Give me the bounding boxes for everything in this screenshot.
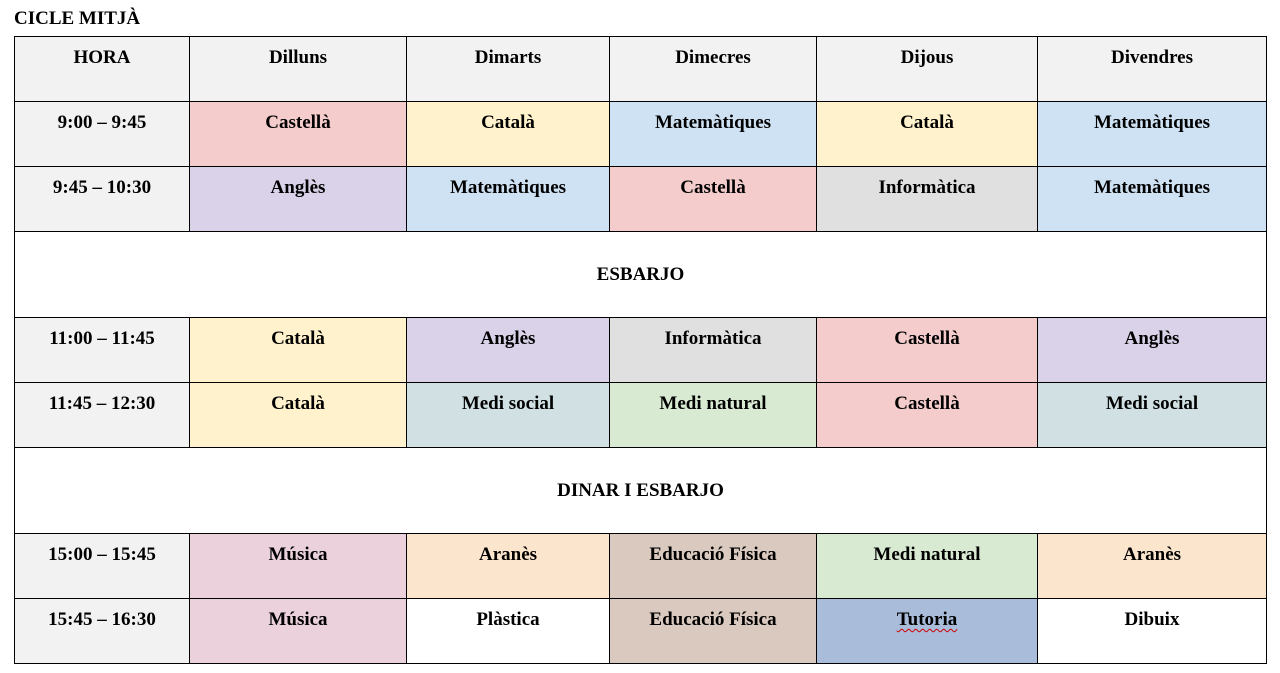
subject-label: Castellà xyxy=(680,177,746,198)
subject-label: Música xyxy=(268,609,328,630)
subject-label: Anglès xyxy=(480,328,536,349)
subject-cell: Informàtica xyxy=(609,317,817,383)
period-row: 9:00 – 9:45 Castellà Català Matemàtiques Cat… xyxy=(14,101,1267,167)
subject-label: Medi social xyxy=(461,393,555,414)
period-row: 11:00 – 11:45 Català Anglès Informàtica Cast… xyxy=(14,317,1267,383)
subject-label: Anglès xyxy=(270,177,326,198)
day-header: Dilluns xyxy=(189,36,407,102)
subject-cell: Tutoria xyxy=(816,598,1038,664)
period-row: 11:45 – 12:30 Català Medi social Medi natur… xyxy=(14,382,1267,448)
subject-cell: Medi social xyxy=(1037,382,1267,448)
subject-label: Medi social xyxy=(1105,393,1199,414)
page-title: CICLE MITJÀ xyxy=(14,8,141,29)
subject-cell: Medi natural xyxy=(609,382,817,448)
subject-label: Anglès xyxy=(1124,328,1180,349)
subject-cell: Plàstica xyxy=(406,598,610,664)
subject-label: Català xyxy=(481,112,535,133)
subject-label: Matemàtiques xyxy=(449,177,567,198)
subject-label: Català xyxy=(900,112,954,133)
subject-cell: Castellà xyxy=(189,101,407,167)
subject-label: Matemàtiques xyxy=(654,112,772,133)
day-header: Divendres xyxy=(1037,36,1267,102)
subject-cell: Música xyxy=(189,598,407,664)
subject-cell: Català xyxy=(189,382,407,448)
subject-label: Educació Física xyxy=(649,544,777,565)
subject-cell: Català xyxy=(189,317,407,383)
subject-cell: Dibuix xyxy=(1037,598,1267,664)
period-row: 15:45 – 16:30 Música Plàstica Educació Físi… xyxy=(14,598,1267,664)
subject-cell: Català xyxy=(406,101,610,167)
subject-label: Informàtica xyxy=(878,177,976,198)
schedule-table: HORA Dilluns Dimarts Dimecres Dijous Div… xyxy=(14,36,1267,664)
header-row: HORA Dilluns Dimarts Dimecres Dijous Div… xyxy=(14,36,1267,102)
hora-header: HORA xyxy=(14,36,190,102)
subject-cell: Aranès xyxy=(406,533,610,599)
time-slot: 11:00 – 11:45 xyxy=(14,317,190,383)
day-header: Dimecres xyxy=(609,36,817,102)
subject-label: Matemàtiques xyxy=(1093,112,1211,133)
subject-label: Aranès xyxy=(1122,544,1182,565)
time-slot: 15:45 – 16:30 xyxy=(14,598,190,664)
subject-cell: Matemàtiques xyxy=(406,166,610,232)
subject-cell: Castellà xyxy=(816,317,1038,383)
day-header: Dimarts xyxy=(406,36,610,102)
subject-label: Música xyxy=(268,544,328,565)
subject-cell: Matemàtiques xyxy=(1037,101,1267,167)
subject-cell: Matemàtiques xyxy=(609,101,817,167)
subject-cell: Castellà xyxy=(609,166,817,232)
subject-cell: Català xyxy=(816,101,1038,167)
break-row: DINAR I ESBARJO xyxy=(14,447,1267,534)
subject-cell: Educació Física xyxy=(609,598,817,664)
subject-label: Tutoria xyxy=(896,609,958,630)
subject-label: Català xyxy=(271,328,325,349)
subject-label: Català xyxy=(271,393,325,414)
time-slot: 9:00 – 9:45 xyxy=(14,101,190,167)
break-label: ESBARJO xyxy=(14,231,1267,318)
subject-cell: Anglès xyxy=(189,166,407,232)
schedule-body: 9:00 – 9:45 Castellà Català Matemàtiques Cat… xyxy=(14,101,1267,664)
subject-cell: Música xyxy=(189,533,407,599)
subject-cell: Educació Física xyxy=(609,533,817,599)
period-row: 15:00 – 15:45 Música Aranès Educació Física… xyxy=(14,533,1267,599)
time-slot: 11:45 – 12:30 xyxy=(14,382,190,448)
subject-cell: Matemàtiques xyxy=(1037,166,1267,232)
subject-label: Castellà xyxy=(894,393,960,414)
subject-label: Informàtica xyxy=(664,328,762,349)
day-header: Dijous xyxy=(816,36,1038,102)
subject-label: Matemàtiques xyxy=(1093,177,1211,198)
subject-cell: Medi social xyxy=(406,382,610,448)
subject-cell: Aranès xyxy=(1037,533,1267,599)
subject-label: Educació Física xyxy=(649,609,777,630)
subject-cell: Anglès xyxy=(406,317,610,383)
subject-label: Castellà xyxy=(265,112,331,133)
subject-cell: Castellà xyxy=(816,382,1038,448)
break-row: ESBARJO xyxy=(14,231,1267,318)
subject-label: Castellà xyxy=(894,328,960,349)
subject-label: Plàstica xyxy=(476,609,540,630)
subject-cell: Medi natural xyxy=(816,533,1038,599)
subject-cell: Anglès xyxy=(1037,317,1267,383)
break-label: DINAR I ESBARJO xyxy=(14,447,1267,534)
subject-label: Medi natural xyxy=(873,544,981,565)
subject-label: Dibuix xyxy=(1124,609,1180,630)
time-slot: 15:00 – 15:45 xyxy=(14,533,190,599)
period-row: 9:45 – 10:30 Anglès Matemàtiques Castellà In… xyxy=(14,166,1267,232)
subject-label: Aranès xyxy=(478,544,538,565)
subject-cell: Informàtica xyxy=(816,166,1038,232)
subject-label: Medi natural xyxy=(659,393,767,414)
time-slot: 9:45 – 10:30 xyxy=(14,166,190,232)
